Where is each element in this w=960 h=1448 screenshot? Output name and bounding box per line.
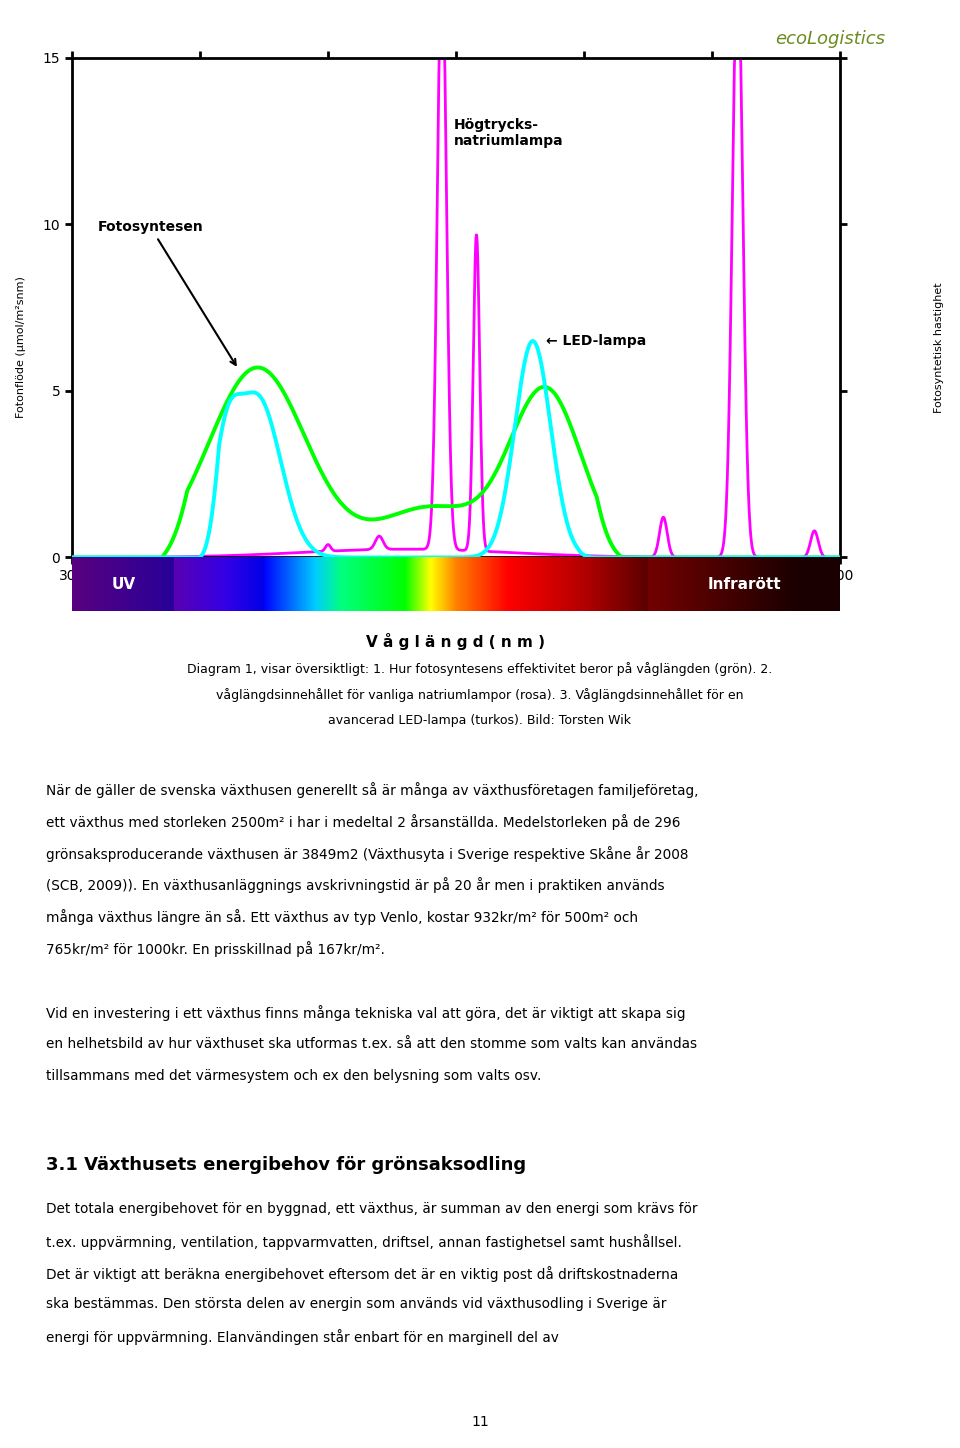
Text: våglängdsinnehållet för vanliga natriumlampor (rosa). 3. Våglängdsinnehållet för: våglängdsinnehållet för vanliga natriuml…: [216, 688, 744, 702]
Text: grönsaksproducerande växthusen är 3849m2 (Växthusyta i Sverige respektive Skåne : grönsaksproducerande växthusen är 3849m2…: [46, 846, 688, 862]
Text: Diagram 1, visar översiktligt: 1. Hur fotosyntesens effektivitet beror på våglän: Diagram 1, visar översiktligt: 1. Hur fo…: [187, 662, 773, 676]
Text: ska bestämmas. Den största delen av energin som används vid växthusodling i Sver: ska bestämmas. Den största delen av ener…: [46, 1297, 666, 1312]
Text: energi för uppvärmning. Elanvändingen står enbart för en marginell del av: energi för uppvärmning. Elanvändingen st…: [46, 1329, 559, 1345]
Text: Fotonflöde (µmol/m²snm): Fotonflöde (µmol/m²snm): [16, 277, 26, 418]
Text: avancerad LED-lampa (turkos). Bild: Torsten Wik: avancerad LED-lampa (turkos). Bild: Tors…: [328, 714, 632, 727]
Text: ← LED-lampa: ← LED-lampa: [545, 334, 646, 348]
Text: många växthus längre än så. Ett växthus av typ Venlo, kostar 932kr/m² för 500m² : många växthus längre än så. Ett växthus …: [46, 909, 638, 925]
Text: (SCB, 2009)). En växthusanläggnings avskrivningstid är på 20 år men i praktiken : (SCB, 2009)). En växthusanläggnings avsk…: [46, 877, 664, 893]
Text: Vid en investering i ett växthus finns många tekniska val att göra, det är vikti: Vid en investering i ett växthus finns m…: [46, 1005, 685, 1021]
Text: Fotosyntetisk hastighet: Fotosyntetisk hastighet: [934, 282, 944, 413]
Text: 3.1 Växthusets energibehov för grönsaksodling: 3.1 Växthusets energibehov för grönsakso…: [46, 1156, 526, 1173]
Text: Högtrycks-
natriumlampa: Högtrycks- natriumlampa: [453, 117, 564, 148]
Text: ecoLogistics: ecoLogistics: [776, 30, 885, 48]
Text: 11: 11: [471, 1415, 489, 1429]
Text: UV: UV: [111, 576, 135, 592]
Text: V å g l ä n g d ( n m ): V å g l ä n g d ( n m ): [367, 633, 545, 650]
Text: ett växthus med storleken 2500m² i har i medeltal 2 årsanställda. Medelstorleken: ett växthus med storleken 2500m² i har i…: [46, 814, 681, 830]
Text: Det är viktigt att beräkna energibehovet eftersom det är en viktig post då drift: Det är viktigt att beräkna energibehovet…: [46, 1266, 679, 1281]
Text: t.ex. uppvärmning, ventilation, tappvarmvatten, driftsel, annan fastighetsel sam: t.ex. uppvärmning, ventilation, tappvarm…: [46, 1234, 682, 1250]
Text: en helhetsbild av hur växthuset ska utformas t.ex. så att den stomme som valts k: en helhetsbild av hur växthuset ska utfo…: [46, 1037, 697, 1051]
Text: tillsammans med det värmesystem och ex den belysning som valts osv.: tillsammans med det värmesystem och ex d…: [46, 1069, 541, 1083]
Text: När de gäller de svenska växthusen generellt så är många av växthusföretagen fam: När de gäller de svenska växthusen gener…: [46, 782, 699, 798]
Text: Infrarött: Infrarött: [708, 576, 780, 592]
Text: 765kr/m² för 1000kr. En prisskillnad på 167kr/m².: 765kr/m² för 1000kr. En prisskillnad på …: [46, 941, 385, 957]
Text: Fotosyntesen: Fotosyntesen: [98, 220, 236, 365]
Text: Det totala energibehovet för en byggnad, ett växthus, är summan av den energi so: Det totala energibehovet för en byggnad,…: [46, 1202, 698, 1216]
